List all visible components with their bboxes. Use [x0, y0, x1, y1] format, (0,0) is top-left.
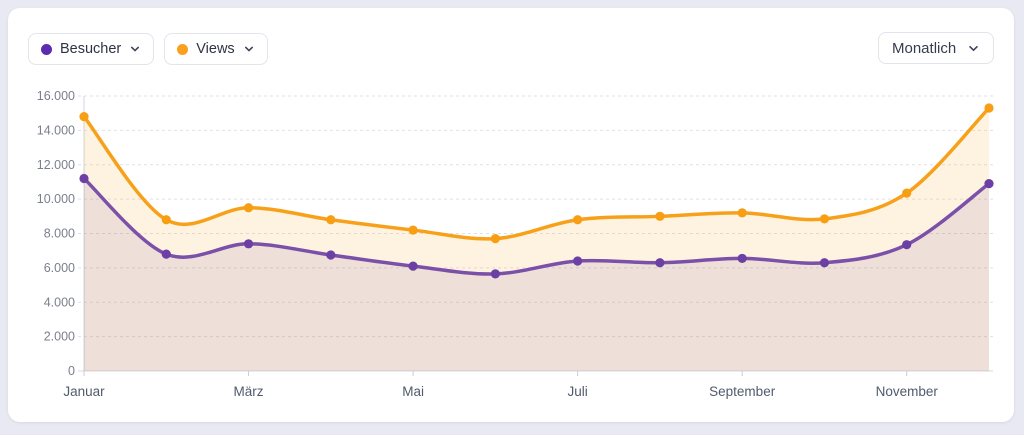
chart-svg[interactable]: 0 2.000 4.000 6.000 8.000 10.000 12.000 14.000 1… [8, 8, 1014, 422]
legend-besucher-button[interactable]: Besucher [28, 33, 155, 65]
views-point-6[interactable] [573, 215, 583, 225]
besucher-series-dot [41, 43, 52, 55]
besucher-point-9[interactable] [819, 258, 830, 268]
y-axis-label: 16.000 [37, 89, 75, 103]
x-axis-label: September [709, 384, 776, 399]
chevron-down-icon [969, 45, 978, 51]
y-axis-label: 12.000 [37, 158, 75, 172]
legend-views-button[interactable]: Views [164, 33, 268, 65]
views-point-1[interactable] [161, 215, 171, 225]
views-point-11[interactable] [984, 103, 994, 113]
y-axis-label: 14.000 [37, 123, 75, 137]
analytics-card: 0 2.000 4.000 6.000 8.000 10.000 12.000 14.000 1… [8, 8, 1014, 422]
chevron-down-icon [131, 46, 140, 52]
y-axis-label: 6.000 [44, 261, 75, 275]
besucher-point-4[interactable] [408, 261, 418, 271]
legend-besucher-label: Besucher [60, 41, 122, 57]
views-line [82, 106, 991, 241]
x-axis-label: November [876, 384, 939, 399]
besucher-point-6[interactable] [573, 256, 583, 266]
x-axis-label: Juli [568, 384, 588, 399]
views-point-8[interactable] [737, 208, 747, 218]
besucher-point-5[interactable] [490, 269, 500, 279]
besucher-point-7[interactable] [655, 258, 665, 268]
views-point-4[interactable] [408, 225, 418, 235]
besucher-point-1[interactable] [161, 249, 171, 259]
views-series-dot [177, 43, 189, 55]
legend: Besucher Views [28, 33, 268, 65]
interval-select-label: Monatlich [892, 39, 957, 57]
besucher-point-0[interactable] [79, 173, 89, 184]
besucher-line [82, 176, 991, 276]
views-point-9[interactable] [819, 214, 830, 224]
views-point-3[interactable] [326, 215, 336, 225]
besucher-area [84, 178, 989, 371]
y-axis-label: 2.000 [44, 330, 75, 344]
y-axis-label: 0 [68, 364, 75, 378]
besucher-point-3[interactable] [326, 250, 336, 260]
chart-toolbar: Besucher Views Monatlich [8, 8, 1014, 72]
x-axis-label: März [234, 384, 264, 399]
besucher-point-11[interactable] [984, 179, 994, 189]
besucher-point-10[interactable] [902, 240, 912, 250]
y-axis-label: 10.000 [37, 192, 75, 206]
legend-views-label: Views [196, 41, 235, 57]
views-area [84, 108, 989, 371]
views-point-5[interactable] [490, 234, 500, 244]
views-point-10[interactable] [902, 188, 912, 198]
y-axis-label: 8.000 [44, 227, 75, 241]
y-axis-label: 4.000 [44, 295, 75, 309]
views-point-7[interactable] [655, 211, 665, 221]
besucher-point-2[interactable] [243, 239, 254, 249]
x-axis-label: Januar [63, 384, 105, 399]
interval-select[interactable]: Monatlich [878, 32, 994, 64]
chevron-down-icon [244, 46, 253, 52]
besucher-point-8[interactable] [737, 253, 747, 264]
views-point-0[interactable] [79, 112, 89, 122]
x-axis-label: Mai [402, 384, 424, 399]
views-point-2[interactable] [243, 203, 254, 213]
